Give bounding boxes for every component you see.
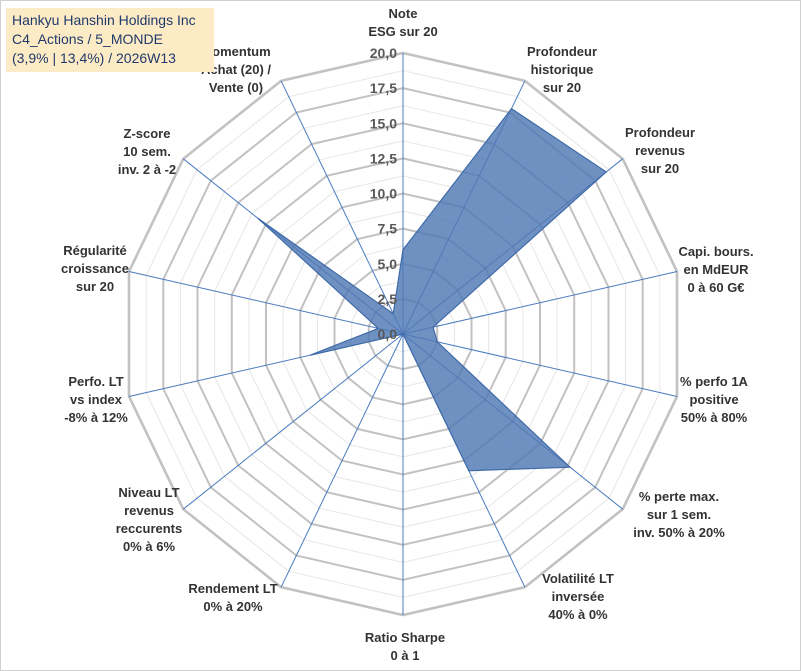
axis-label-line: 10 sem. xyxy=(123,144,171,159)
axis-label-line: -8% à 12% xyxy=(64,410,128,425)
axis-label-line: 0% à 20% xyxy=(203,599,263,614)
axis-label: Volatilité LT inversée 40% à 0% xyxy=(542,571,614,622)
axis-spoke xyxy=(182,333,404,510)
axis-label-line: inv. 2 à -2 xyxy=(118,162,176,177)
axis-label: Profondeur revenus sur 20 xyxy=(625,125,695,176)
axis-label-line: Perfo. LT xyxy=(68,374,123,389)
axis-label-line: sur 20 xyxy=(641,161,679,176)
axis-label-line: revenus xyxy=(635,143,685,158)
axis-label-line: Rendement LT xyxy=(188,581,277,596)
axis-spoke xyxy=(128,271,404,335)
axis-label-line: sur 20 xyxy=(76,279,114,294)
axis-label: Régularité croissance sur 20 xyxy=(61,243,129,294)
axis-label-line: Vente (0) xyxy=(209,80,263,95)
stats-week: (3,9% | 13,4%) / 2026W13 xyxy=(12,50,176,66)
series-area xyxy=(257,107,608,472)
axis-label-line: revenus xyxy=(124,503,174,518)
tick-label: 5,0 xyxy=(378,256,398,272)
axis-label-line: en MdEUR xyxy=(684,262,750,277)
axis-label-line: 0% à 6% xyxy=(123,539,175,554)
axis-label-line: vs index xyxy=(70,392,123,407)
axis-spoke xyxy=(280,80,404,335)
axis-label-line: ESG sur 20 xyxy=(368,24,437,39)
axis-label-line: 0 à 1 xyxy=(391,648,420,663)
axis-label-line: Note xyxy=(389,6,418,21)
axis-label-line: Z-score xyxy=(124,126,171,141)
axis-label-line: Achat (20) / xyxy=(201,62,271,77)
tick-label: 2,5 xyxy=(378,291,398,307)
axis-label: Momentum Achat (20) / Vente (0) xyxy=(201,44,271,95)
axis-label-line: Capi. bours. xyxy=(678,244,753,259)
tick-label: 17,5 xyxy=(370,80,397,96)
axis-label: % perte max. sur 1 sem. inv. 50% à 20% xyxy=(633,489,725,540)
axis-label: % perfo 1A positive 50% à 80% xyxy=(680,374,749,425)
axis-label-line: Profondeur xyxy=(527,44,597,59)
tick-label: 20,0 xyxy=(370,45,397,61)
axis-label-line: positive xyxy=(689,392,738,407)
radar-series xyxy=(257,107,608,472)
chart-title-box: Hankyu Hanshin Holdings Inc C4_Actions /… xyxy=(6,8,214,72)
axis-label-line: 40% à 0% xyxy=(548,607,608,622)
axis-label-line: 50% à 80% xyxy=(681,410,748,425)
axis-label-line: sur 1 sem. xyxy=(647,507,711,522)
axis-label-line: % perfo 1A xyxy=(680,374,749,389)
axis-label-line: historique xyxy=(531,62,594,77)
axis-spoke xyxy=(402,271,678,335)
axis-spoke xyxy=(402,333,678,397)
tick-label: 7,5 xyxy=(378,221,398,237)
tick-label: 0,0 xyxy=(378,326,398,342)
axis-label: Rendement LT 0% à 20% xyxy=(188,581,277,614)
axis-label: Niveau LT revenus reccurents 0% à 6% xyxy=(116,485,182,554)
radar-tick-labels: 0,0 2,5 5,0 7,5 10,0 12,5 15,0 17,5 20,0 xyxy=(370,45,397,342)
axis-label-line: Niveau LT xyxy=(118,485,179,500)
axis-spoke xyxy=(280,333,404,588)
category-path: C4_Actions / 5_MONDE xyxy=(12,31,163,47)
axis-label-line: Ratio Sharpe xyxy=(365,630,445,645)
tick-label: 15,0 xyxy=(370,115,397,131)
axis-label-line: 0 à 60 G€ xyxy=(687,280,744,295)
tick-label: 10,0 xyxy=(370,186,397,202)
axis-label: Note ESG sur 20 xyxy=(368,6,437,39)
tick-label: 12,5 xyxy=(370,150,397,166)
axis-label-line: Profondeur xyxy=(625,125,695,140)
company-name: Hankyu Hanshin Holdings Inc xyxy=(12,12,196,28)
axis-label: Ratio Sharpe 0 à 1 xyxy=(365,630,445,663)
axis-label-line: Volatilité LT xyxy=(542,571,614,586)
axis-label-line: croissance xyxy=(61,261,129,276)
radar-axis-labels: Note ESG sur 20 Profondeur historique sur 20… xyxy=(61,6,754,663)
axis-label: Profondeur historique sur 20 xyxy=(527,44,597,95)
axis-label-line: Régularité xyxy=(63,243,127,258)
axis-label: Perfo. LT vs index -8% à 12% xyxy=(64,374,128,425)
axis-label-line: % perte max. xyxy=(639,489,719,504)
axis-label-line: reccurents xyxy=(116,521,182,536)
axis-label-line: inv. 50% à 20% xyxy=(633,525,725,540)
axis-label: Z-score 10 sem. inv. 2 à -2 xyxy=(118,126,176,177)
axis-label-line: sur 20 xyxy=(543,80,581,95)
axis-label-line: Momentum xyxy=(201,44,270,59)
axis-label: Capi. bours. en MdEUR 0 à 60 G€ xyxy=(678,244,753,295)
axis-label-line: inversée xyxy=(552,589,605,604)
